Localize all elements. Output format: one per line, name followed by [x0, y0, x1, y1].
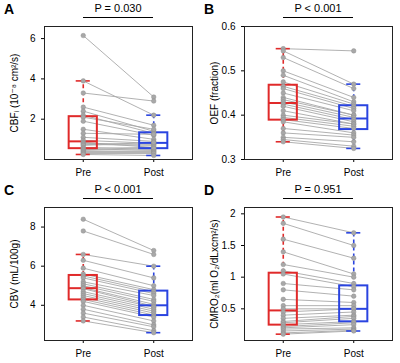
html-text:P = 0.951: P = 0.951 — [294, 183, 342, 195]
svg-text:CBFᵢ (10⁻⁸ cm²/s): CBFᵢ (10⁻⁸ cm²/s) — [9, 54, 20, 133]
svg-text:CMRO₂(ml O₂/dLxcm²/s): CMRO₂(ml O₂/dLxcm²/s) — [209, 219, 220, 328]
svg-text:4: 4 — [30, 299, 36, 310]
svg-text:0.6: 0.6 — [222, 22, 236, 32]
svg-text:8: 8 — [30, 221, 36, 232]
svg-text:0.4: 0.4 — [222, 109, 236, 120]
html-text:B: B — [204, 1, 215, 17]
svg-text:Pre: Pre — [75, 167, 91, 178]
html-text:D: D — [204, 182, 215, 198]
svg-text:2: 2 — [30, 113, 36, 124]
html-text:A: A — [4, 1, 15, 17]
html-text:P < 0.001: P < 0.001 — [294, 2, 342, 14]
svg-text:2: 2 — [230, 208, 236, 219]
svg-text:1.5: 1.5 — [222, 240, 236, 251]
svg-text:Post: Post — [144, 348, 164, 359]
html-text:P < 0.001: P < 0.001 — [94, 183, 142, 195]
svg-text:0.5: 0.5 — [222, 303, 236, 314]
svg-text:CBV (mL/100g): CBV (mL/100g) — [9, 240, 20, 309]
svg-text:Pre: Pre — [275, 167, 291, 178]
svg-text:1: 1 — [230, 271, 236, 282]
html-text:C: C — [4, 182, 15, 198]
svg-text:Post: Post — [344, 348, 364, 359]
svg-text:0.5: 0.5 — [222, 65, 236, 76]
svg-text:Pre: Pre — [75, 348, 91, 359]
svg-text:4: 4 — [30, 73, 36, 84]
html-text:P = 0.030: P = 0.030 — [94, 2, 142, 14]
svg-text:Post: Post — [144, 167, 164, 178]
svg-text:6: 6 — [30, 33, 36, 44]
svg-text:Pre: Pre — [275, 348, 291, 359]
svg-text:OEF (fraction): OEF (fraction) — [209, 62, 220, 125]
svg-text:Post: Post — [344, 167, 364, 178]
svg-text:0.3: 0.3 — [222, 154, 236, 165]
svg-text:6: 6 — [30, 260, 36, 271]
